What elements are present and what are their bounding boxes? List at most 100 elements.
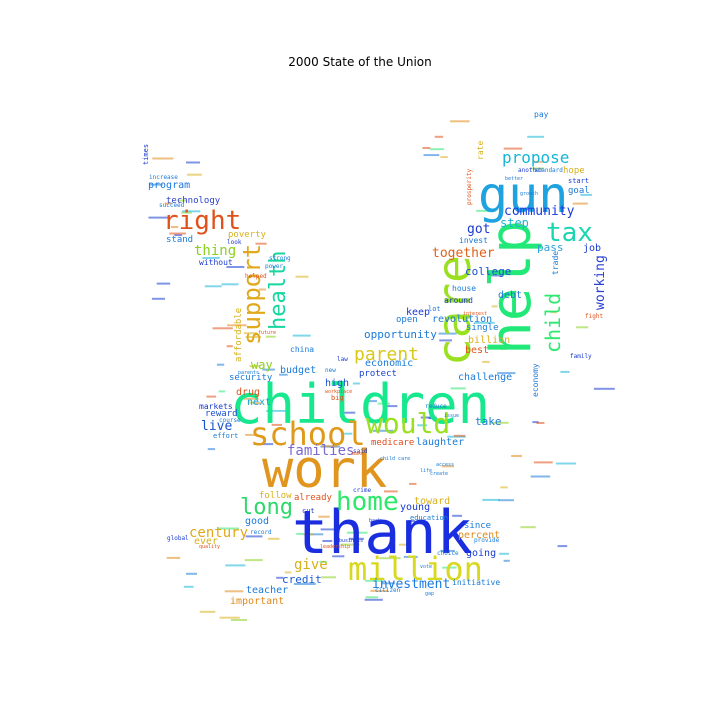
word-trade: trade <box>551 251 560 275</box>
word-help: help <box>479 220 544 355</box>
word-pass: pass <box>537 241 564 254</box>
word-teacher: teacher <box>246 585 288 596</box>
word-job: job <box>583 243 601 254</box>
word-future: future <box>258 330 276 336</box>
word-million: million <box>348 550 483 588</box>
word-times: times <box>142 144 150 165</box>
word-access: access <box>436 462 454 468</box>
word-parent: parent <box>354 344 419 365</box>
word-working: working <box>593 255 608 310</box>
word-drug: drug <box>236 387 260 398</box>
word-create: create <box>430 471 448 477</box>
word-century: century <box>189 525 248 541</box>
word-goal: goal <box>568 186 590 196</box>
word-china: china <box>290 345 314 354</box>
word-lot: lot <box>428 305 441 313</box>
word-right: right <box>163 206 241 236</box>
chart-title: 2000 State of the Union <box>288 55 432 69</box>
word-big: big <box>331 394 344 402</box>
word-global: global <box>167 535 189 542</box>
word-look: look <box>227 239 242 246</box>
word-effort: effort <box>213 432 238 440</box>
word-education: education <box>410 514 448 522</box>
word-stand: stand <box>166 235 193 245</box>
word-propose: propose <box>502 148 569 167</box>
word-medicare: medicare <box>371 438 414 448</box>
word-choice: choice <box>437 550 459 557</box>
word-families: families <box>287 443 354 459</box>
word-economy: economy <box>531 363 540 397</box>
word-succeed: succeed <box>159 202 185 209</box>
word-cut: cut <box>302 507 315 515</box>
word-high: high <box>325 378 349 389</box>
word-investment: investment <box>372 577 450 592</box>
word-said: said <box>353 448 368 455</box>
word-keep: keep <box>406 307 430 318</box>
word-family: family <box>570 353 592 360</box>
word-gun: gun <box>478 166 568 224</box>
word-protect: protect <box>359 369 397 379</box>
word-make: make <box>352 451 364 457</box>
word-single: single <box>466 323 499 333</box>
word-take: take <box>475 415 502 428</box>
word-reduce: reduce <box>425 403 447 410</box>
word-parents: parents <box>238 370 259 376</box>
word-college: college <box>465 265 511 278</box>
word-citizen: citizen <box>375 587 401 594</box>
word-support: support <box>238 244 266 345</box>
word-economic: economic <box>365 358 413 369</box>
word-without: without <box>199 258 233 267</box>
word-good: good <box>245 516 269 527</box>
word-hope: hope <box>563 166 585 176</box>
word-house: house <box>452 284 476 293</box>
word-provide: provide <box>474 537 500 544</box>
word-gap: gap <box>425 591 434 597</box>
word-children: children <box>230 373 490 436</box>
word-life: life <box>420 468 432 474</box>
word-billion: billion <box>468 335 510 346</box>
word-follow: follow <box>259 491 292 501</box>
word-opportunity: opportunity <box>364 328 437 341</box>
word-already: already <box>294 493 333 503</box>
word-poverty: poverty <box>228 230 267 240</box>
filler-word-texture <box>148 120 615 621</box>
word-best: best <box>465 345 489 356</box>
word-prosperity: prosperity <box>466 168 473 205</box>
word-open: open <box>396 315 418 325</box>
word-would: would <box>366 407 450 440</box>
word-laughter: laughter <box>416 437 464 448</box>
word-step: step <box>500 216 529 230</box>
word-school: school <box>250 415 366 453</box>
word-thing: thing <box>194 243 236 259</box>
word-workplace: workplace <box>325 389 352 395</box>
word-leadership: leadership <box>320 544 350 550</box>
word-business: business <box>339 538 363 544</box>
word-thank: thank <box>292 498 473 568</box>
word-back: back <box>369 518 381 524</box>
word-record: record <box>250 529 272 536</box>
word-crime: crime <box>353 487 371 494</box>
word-another: another <box>518 167 544 174</box>
word-reward: reward <box>205 409 238 419</box>
word-better: better <box>505 176 523 182</box>
word-home: home <box>336 487 399 517</box>
word-long: long <box>240 495 293 520</box>
word-credit: credit <box>282 573 322 586</box>
word-growth: growth <box>520 191 538 197</box>
word-invest: invest <box>459 236 488 245</box>
word-child: child <box>541 293 565 353</box>
word-markets: markets <box>199 402 233 411</box>
word-community: community <box>504 204 575 219</box>
word-fight: fight <box>585 313 603 320</box>
word-law: law <box>337 356 348 363</box>
word-initiative: initiative <box>452 578 500 587</box>
word-challenge: challenge <box>458 372 512 383</box>
word-vote: vote <box>420 564 432 570</box>
word-program: program <box>148 180 190 191</box>
word-around: around <box>444 296 473 305</box>
word-security: security <box>229 373 273 383</box>
word-helped: helped <box>245 273 267 280</box>
word-live: live <box>201 419 232 434</box>
word-work: work <box>262 440 387 500</box>
word-care: care <box>427 255 481 366</box>
